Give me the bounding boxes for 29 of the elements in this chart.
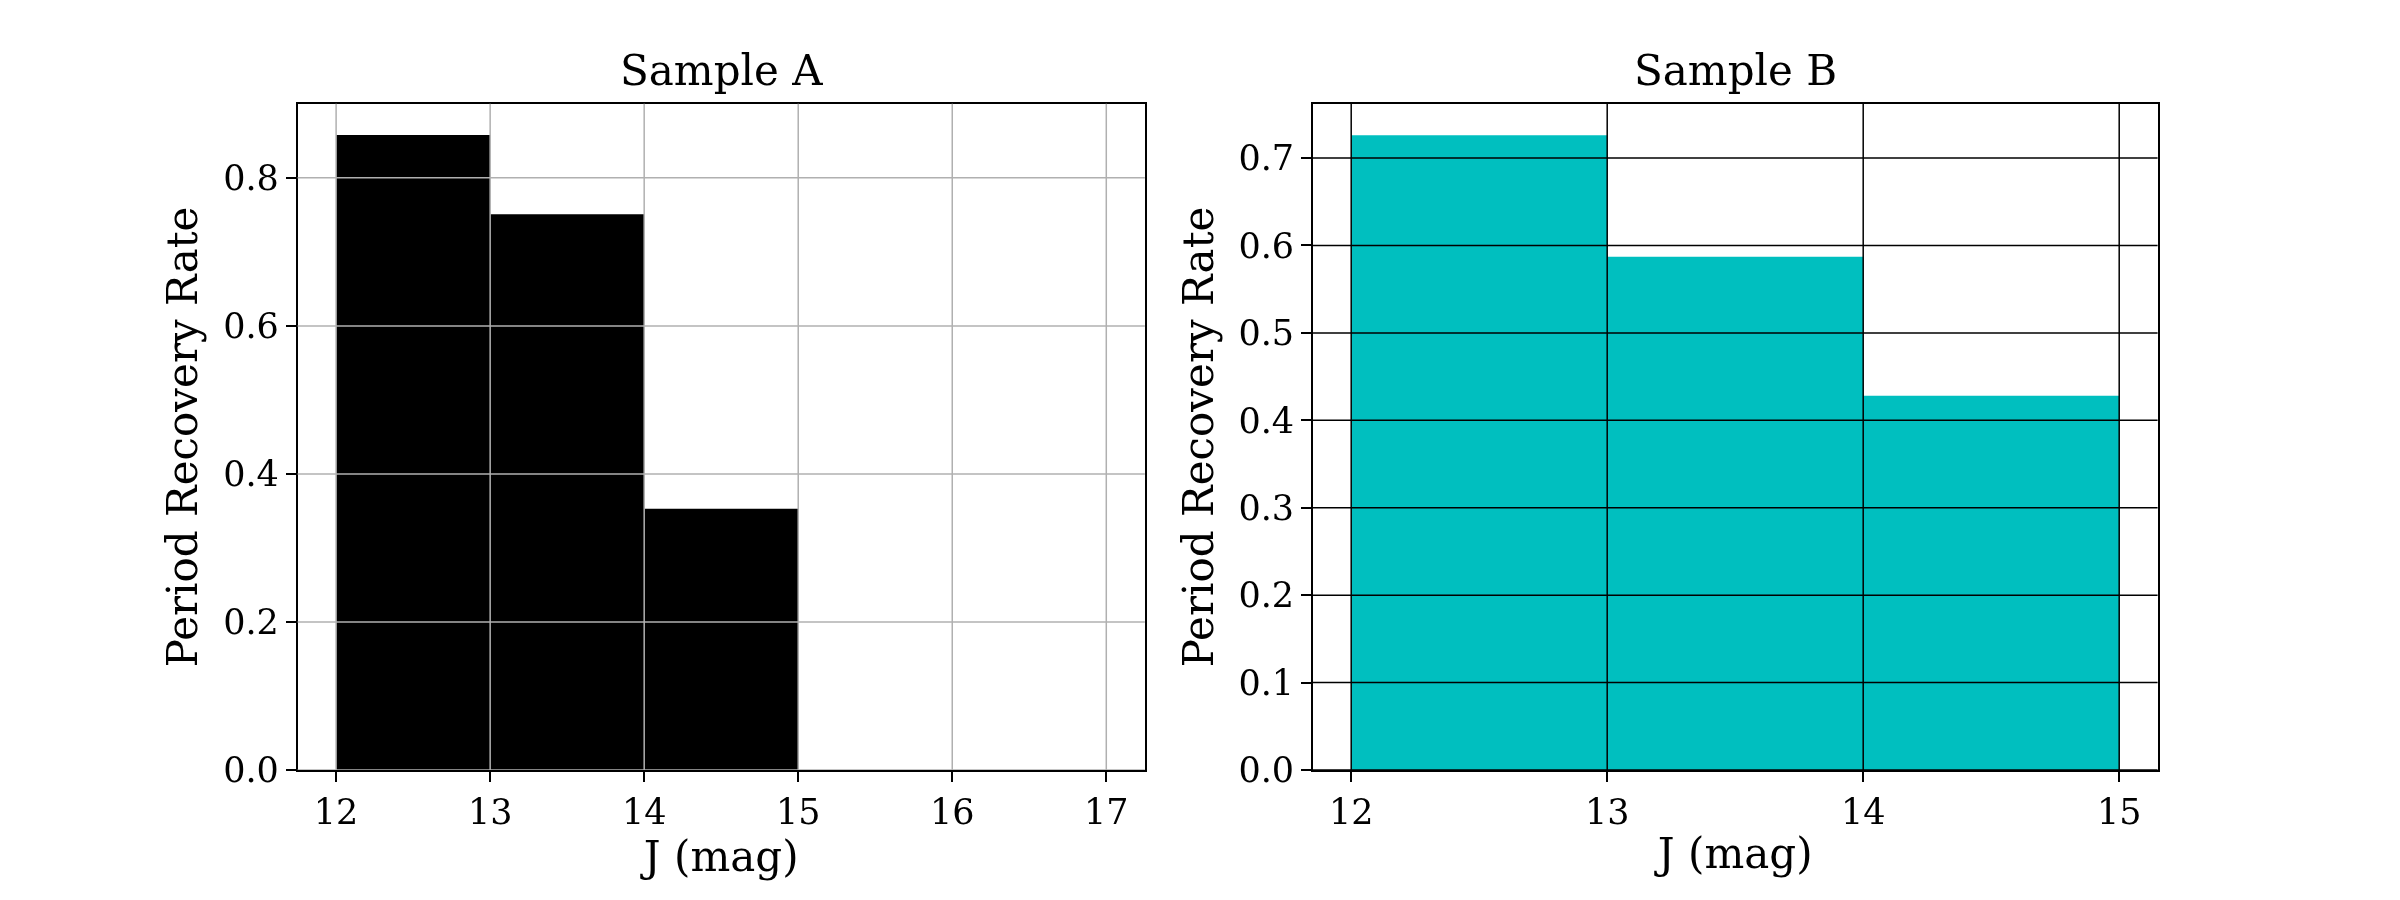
chart-title: Sample B [1634, 46, 1838, 95]
y-tick-label: 0.6 [223, 306, 279, 347]
y-tick-label: 0.8 [223, 158, 279, 199]
x-tick-label: 15 [2096, 791, 2142, 832]
x-tick-label: 14 [621, 791, 667, 832]
y-tick-label: 0.7 [1238, 138, 1295, 179]
y-tick-label: 0.6 [1238, 225, 1295, 266]
y-tick-label: 0.4 [223, 454, 279, 495]
y-tick-label: 0.2 [1238, 575, 1295, 616]
y-tick-label: 0.4 [1238, 400, 1295, 441]
x-tick-label: 12 [313, 791, 359, 832]
x-tick-label: 16 [929, 791, 975, 832]
y-axis-title: Period Recovery Rate [158, 206, 208, 668]
x-tick-label: 17 [1084, 791, 1129, 832]
x-axis-title: J (mag) [639, 831, 799, 881]
y-tick-label: 0.1 [1238, 662, 1295, 703]
y-tick-label: 0.0 [223, 750, 279, 791]
x-tick-label: 13 [1584, 791, 1630, 832]
y-tick-label: 0.2 [223, 602, 279, 643]
y-tick-label: 0.5 [1238, 313, 1295, 354]
x-axis-title: J (mag) [1653, 829, 1813, 879]
y-tick-label: 0.0 [1238, 750, 1295, 791]
x-tick-label: 13 [467, 791, 513, 832]
y-tick-label: 0.3 [1238, 487, 1295, 528]
x-tick-label: 14 [1840, 791, 1886, 832]
chart-title: Sample A [620, 46, 824, 95]
x-tick-label: 15 [775, 791, 821, 832]
x-tick-label: 12 [1328, 791, 1374, 832]
y-axis-title: Period Recovery Rate [1173, 206, 1223, 668]
